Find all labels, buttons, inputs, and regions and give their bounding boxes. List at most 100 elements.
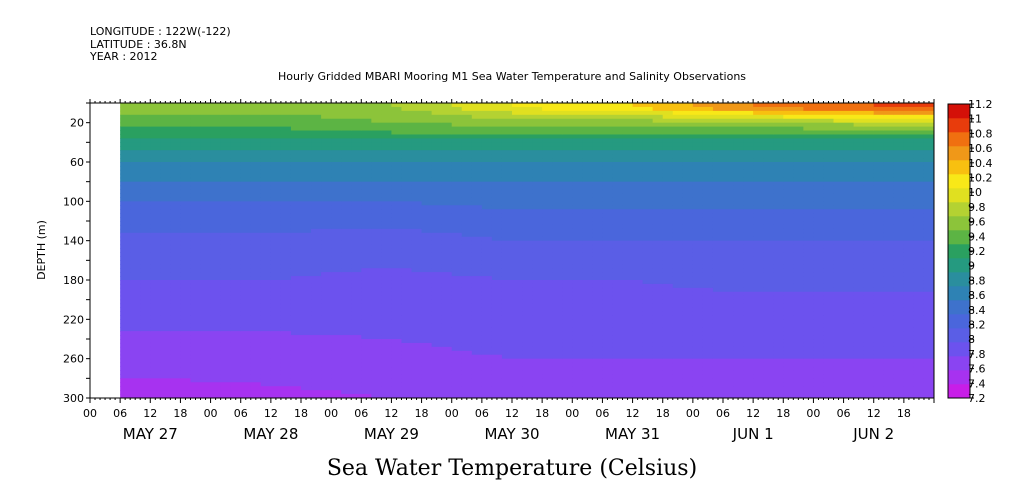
- field-cell: [672, 173, 684, 179]
- field-cell: [743, 217, 754, 222]
- field-cell: [702, 264, 714, 269]
- field-cell: [743, 358, 754, 364]
- field-cell: [351, 264, 362, 269]
- field-cell: [481, 177, 493, 183]
- field-cell: [170, 280, 181, 285]
- field-cell: [170, 315, 181, 320]
- field-cell: [210, 228, 222, 234]
- field-cell: [572, 374, 583, 379]
- field-cell: [170, 386, 181, 391]
- field-cell: [301, 154, 312, 159]
- field-cell: [311, 185, 322, 191]
- field-cell: [230, 181, 242, 187]
- field-cell: [351, 335, 362, 340]
- field-cell: [331, 256, 342, 261]
- field-cell: [361, 162, 372, 167]
- field-cell: [542, 114, 553, 120]
- field-cell: [451, 315, 463, 320]
- field-cell: [260, 126, 272, 132]
- field-cell: [532, 386, 543, 391]
- field-cell: [280, 244, 292, 250]
- field-cell: [421, 358, 433, 364]
- field-cell: [471, 374, 483, 379]
- field-cell: [632, 394, 644, 399]
- field-cell: [290, 126, 302, 132]
- field-cell: [612, 240, 624, 246]
- field-cell: [501, 252, 513, 257]
- field-cell: [552, 106, 563, 112]
- field-cell: [240, 118, 252, 124]
- field-cell: [311, 358, 322, 364]
- field-cell: [391, 323, 402, 328]
- field-cell: [311, 165, 322, 171]
- field-cell: [602, 205, 613, 210]
- field-cell: [230, 185, 242, 191]
- field-cell: [361, 303, 372, 309]
- field-cell: [562, 185, 573, 191]
- field-cell: [321, 158, 332, 163]
- field-cell: [501, 193, 513, 198]
- field-cell: [753, 189, 764, 194]
- field-cell: [331, 150, 342, 155]
- field-cell: [562, 311, 573, 316]
- field-cell: [783, 217, 794, 222]
- field-cell: [351, 177, 362, 183]
- field-cell: [351, 110, 362, 116]
- field-cell: [682, 146, 694, 151]
- field-cell: [632, 319, 644, 324]
- field-cell: [230, 240, 242, 246]
- field-cell: [461, 103, 473, 108]
- field-cell: [582, 283, 593, 289]
- field-cell: [773, 173, 784, 179]
- field-cell: [743, 193, 754, 198]
- field-cell: [582, 374, 593, 379]
- field-cell: [120, 256, 131, 261]
- field-cell: [592, 114, 603, 120]
- field-cell: [441, 362, 453, 368]
- field-cell: [592, 299, 603, 305]
- field-cell: [592, 303, 603, 309]
- field-cell: [562, 146, 573, 151]
- field-cell: [351, 323, 362, 328]
- field-cell: [301, 319, 312, 324]
- field-cell: [331, 236, 342, 242]
- field-cell: [150, 311, 161, 316]
- field-cell: [301, 287, 312, 293]
- field-cell: [622, 162, 634, 167]
- field-cell: [120, 165, 131, 171]
- field-cell: [290, 299, 302, 305]
- field-cell: [230, 374, 242, 379]
- field-cell: [652, 213, 664, 218]
- field-cell: [190, 342, 202, 348]
- field-cell: [250, 276, 262, 281]
- field-cell: [250, 354, 262, 360]
- field-cell: [773, 268, 784, 273]
- field-cell: [652, 232, 664, 238]
- field-cell: [240, 358, 252, 364]
- field-cell: [351, 307, 362, 312]
- field-cell: [120, 264, 131, 269]
- field-cell: [532, 232, 543, 238]
- field-cell: [702, 327, 714, 332]
- field-cell: [341, 394, 352, 399]
- field-cell: [200, 248, 212, 253]
- field-cell: [200, 240, 212, 246]
- field-cell: [150, 394, 161, 399]
- field-cell: [170, 342, 181, 348]
- field-cell: [270, 193, 282, 198]
- field-cell: [290, 162, 302, 167]
- field-cell: [753, 366, 764, 371]
- field-cell: [381, 264, 392, 269]
- field-cell: [632, 386, 644, 391]
- field-cell: [190, 378, 202, 383]
- field-cell: [150, 323, 161, 328]
- field-cell: [783, 150, 794, 155]
- field-cell: [763, 366, 774, 371]
- field-cell: [401, 370, 413, 375]
- field-cell: [542, 122, 553, 128]
- field-cell: [301, 335, 312, 340]
- field-cell: [602, 146, 613, 151]
- field-cell: [130, 260, 141, 265]
- field-cell: [401, 331, 413, 336]
- field-cell: [120, 311, 131, 316]
